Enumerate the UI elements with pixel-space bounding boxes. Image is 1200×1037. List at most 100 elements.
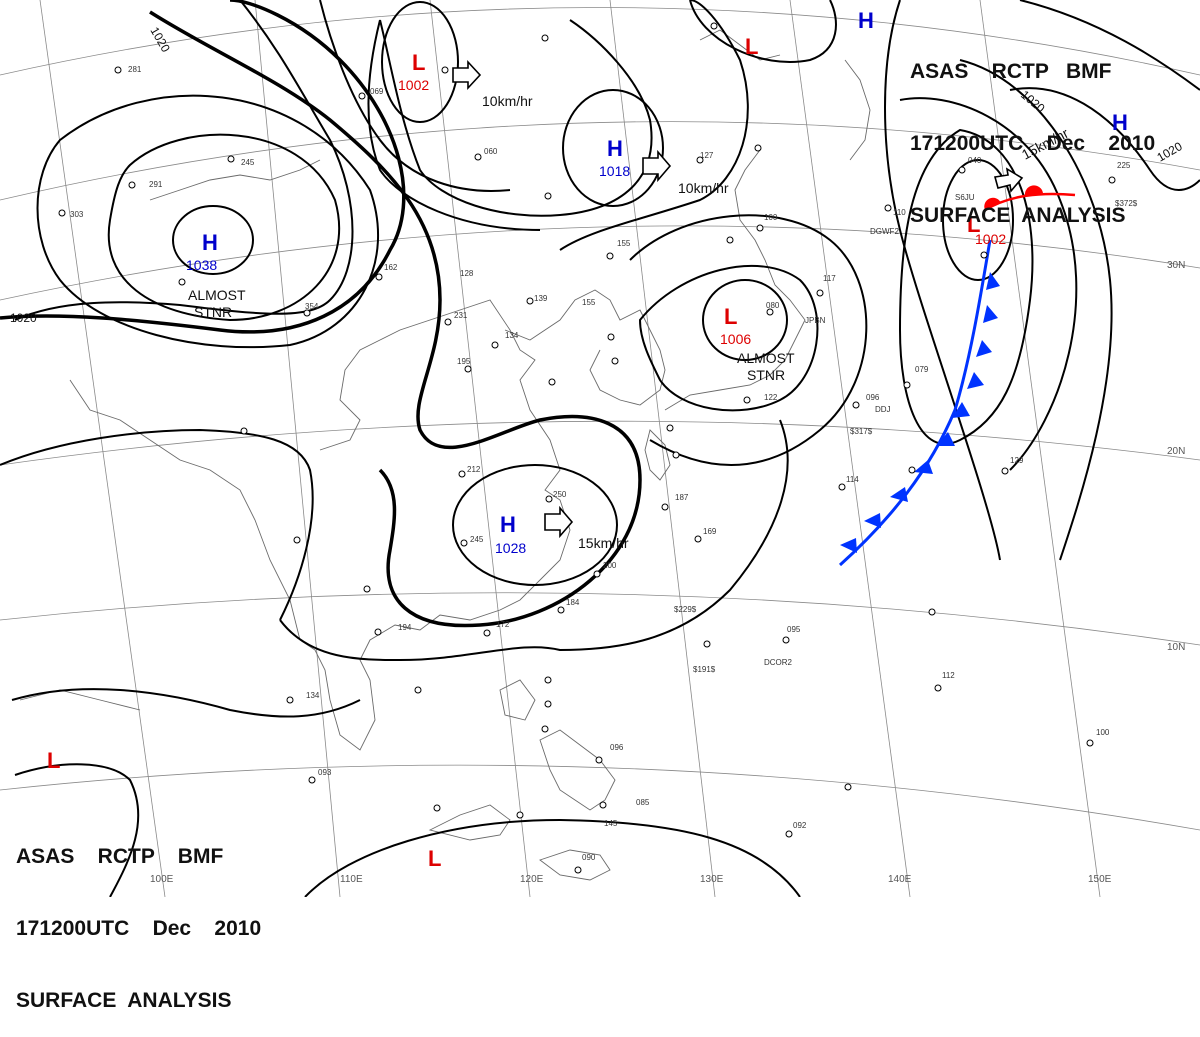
high-north-china-value: 1018 xyxy=(599,163,630,179)
station-value: 162 xyxy=(384,263,398,272)
station-value: 117 xyxy=(823,274,836,283)
warm-front xyxy=(984,185,1076,212)
isobar-1030 xyxy=(36,94,379,349)
station-value: 110 xyxy=(893,208,906,217)
motion-label-south: 15km/hr xyxy=(578,535,629,551)
station-value: 250 xyxy=(553,490,567,499)
station-value: 172 xyxy=(496,620,510,629)
station-value: 128 xyxy=(460,269,474,278)
lon-120e: 120E xyxy=(520,874,544,885)
station-annotations: JPBN DGWF2 DDJ DCOR2 S6JU $317$ $229$ $1… xyxy=(70,65,1138,862)
station-value: 281 xyxy=(128,65,142,74)
motion-label-north: 10km/hr xyxy=(482,93,533,109)
station-value: 354 xyxy=(305,302,319,311)
isobar-1004 xyxy=(381,1,459,123)
high-right-letter: H xyxy=(1112,110,1128,135)
ship-code: DCOR2 xyxy=(764,658,793,667)
station-value: $317$ xyxy=(850,427,873,436)
station-value: 096 xyxy=(610,743,624,752)
isobar-1018-center xyxy=(562,89,664,207)
pressure-centers: H 1038 H 1028 H 1018 L 1002 L 1006 L 100… xyxy=(47,8,1128,871)
isobar-1034 xyxy=(107,133,341,322)
high-mongolia-letter: H xyxy=(202,230,218,255)
isobar-1012b xyxy=(367,19,541,231)
station-value: 080 xyxy=(766,301,780,310)
isobar-1018 xyxy=(0,428,314,621)
station-value: 100 xyxy=(764,213,778,222)
map-title-bottom-left: ASAS RCTP BMF 171200UTC Dec 2010 SURFACE… xyxy=(16,797,261,1037)
low-japan-sea-value: 1006 xyxy=(720,331,751,347)
lat-10n: 10N xyxy=(1167,642,1185,653)
low-pacific-value: 1002 xyxy=(975,231,1006,247)
cold-front xyxy=(838,239,1000,567)
station-value: 092 xyxy=(793,821,807,830)
station-value: 225 xyxy=(1117,161,1131,170)
station-value: $191$ xyxy=(693,665,716,674)
high-south-china-letter: H xyxy=(500,512,516,537)
lon-140e: 140E xyxy=(888,874,912,885)
station-value: 112 xyxy=(942,671,955,680)
isobar-1006 xyxy=(702,279,788,361)
map-title-top-right: ASAS RCTP BMF 171200UTC Dec 2010 SURFACE… xyxy=(910,12,1155,252)
station-value: 245 xyxy=(241,158,255,167)
lon-150e: 150E xyxy=(1088,874,1112,885)
station-value: 155 xyxy=(617,239,631,248)
motion-arrows xyxy=(452,59,1024,539)
low-pacific-letter: L xyxy=(967,212,980,237)
high-top-letter: H xyxy=(858,8,874,33)
station-value: 303 xyxy=(70,210,84,219)
isobar-1020-thick xyxy=(149,10,642,628)
arrow-central xyxy=(642,149,672,183)
high-north-china-letter: H xyxy=(607,136,623,161)
low-north-value: 1002 xyxy=(398,77,429,93)
station-value: 291 xyxy=(149,180,163,189)
stnr-label-japan-2: STNR xyxy=(747,367,785,383)
station-value: 231 xyxy=(454,311,468,320)
station-value: 134 xyxy=(505,331,519,340)
station-value: 195 xyxy=(457,357,471,366)
station-value: 040 xyxy=(968,156,982,165)
isobar-1014-japan xyxy=(629,214,868,466)
ship-code: DGWF2 xyxy=(870,227,899,236)
station-value: 100 xyxy=(1096,728,1110,737)
isobar-1020-pacific xyxy=(1009,87,1200,191)
isobar-1014 xyxy=(11,688,361,718)
isobar-1028 xyxy=(452,464,618,586)
lon-110e: 110E xyxy=(340,874,363,885)
station-value: $372$ xyxy=(1115,199,1138,208)
station-value: 212 xyxy=(467,465,481,474)
station-value: 095 xyxy=(787,625,801,634)
station-value: 122 xyxy=(764,393,778,402)
footer-line-3: SURFACE ANALYSIS xyxy=(16,989,232,1012)
station-value: 194 xyxy=(398,623,412,632)
footer-line-2: 171200UTC Dec 2010 xyxy=(16,917,262,940)
station-value: 245 xyxy=(470,535,484,544)
isobar-1020-north xyxy=(689,0,837,63)
isobar-1038 xyxy=(172,205,254,275)
arrow-south xyxy=(544,505,574,539)
high-mongolia-value: 1038 xyxy=(186,257,217,273)
footer-line-1: ASAS RCTP BMF xyxy=(16,845,224,868)
station-value: 093 xyxy=(318,768,332,777)
coordinate-labels: 100E 110E 120E 130E 140E 150E 30N 20N 10… xyxy=(150,260,1185,885)
isobar-1014-pacific xyxy=(959,59,1113,561)
low-top-letter: L xyxy=(745,34,758,59)
station-value: 129 xyxy=(1010,456,1024,465)
lat-30n: 30N xyxy=(1167,260,1185,271)
isobar-1006-pacific xyxy=(898,128,1034,445)
graticule xyxy=(0,0,1200,897)
arrow-north xyxy=(452,59,482,91)
isobar-label-west: 1020 xyxy=(10,311,37,325)
arrow-pacific xyxy=(993,167,1024,193)
title-line-2: 171200UTC Dec 2010 xyxy=(910,132,1156,155)
station-value: 169 xyxy=(703,527,717,536)
ship-code: JPBN xyxy=(805,316,826,325)
isobar-1010-japan xyxy=(638,264,819,412)
station-value: 090 xyxy=(582,853,596,862)
isobar-1016b xyxy=(379,19,653,217)
ship-code: S6JU xyxy=(955,193,975,202)
lon-100e: 100E xyxy=(150,874,174,885)
motion-label-central: 10km/hr xyxy=(678,180,729,196)
lon-130e: 130E xyxy=(700,874,724,885)
isobar-1002-low xyxy=(942,159,1014,281)
